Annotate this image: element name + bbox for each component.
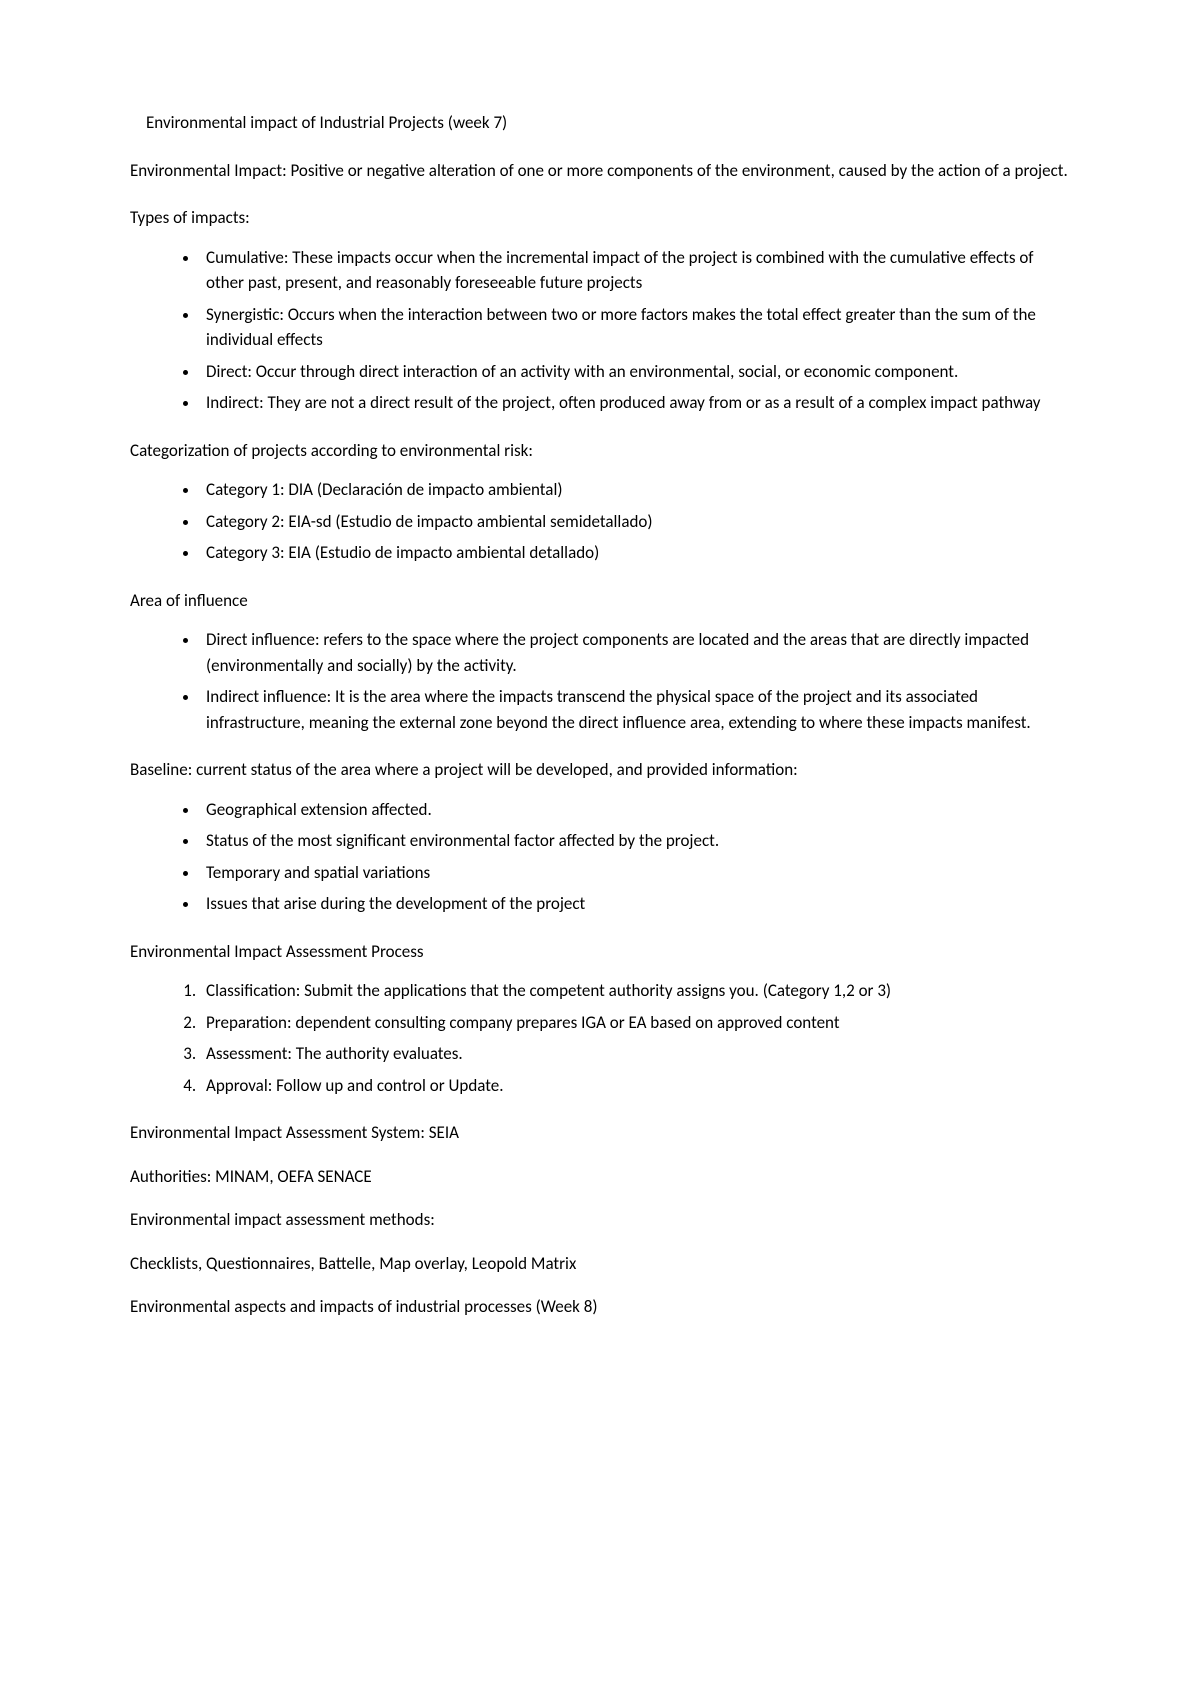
methods-line: Checklists, Questionnaires, Battelle, Ma…	[130, 1251, 1070, 1277]
list-item: Cumulative: These impacts occur when the…	[200, 245, 1070, 296]
authorities-line: Authorities: MINAM, OEFA SENACE	[130, 1164, 1070, 1190]
list-item: Approval: Follow up and control or Updat…	[200, 1073, 1070, 1099]
categorization-heading: Categorization of projects according to …	[130, 438, 1070, 464]
list-item: Indirect: They are not a direct result o…	[200, 390, 1070, 416]
types-heading: Types of impacts:	[130, 205, 1070, 231]
process-heading: Environmental Impact Assessment Process	[130, 939, 1070, 965]
area-heading: Area of influence	[130, 588, 1070, 614]
week8-heading: Environmental aspects and impacts of ind…	[130, 1294, 1070, 1320]
list-item: Category 1: DIA (Declaración de impacto …	[200, 477, 1070, 503]
list-item: Direct influence: refers to the space wh…	[200, 627, 1070, 678]
list-item: Synergistic: Occurs when the interaction…	[200, 302, 1070, 353]
list-item: Status of the most significant environme…	[200, 828, 1070, 854]
list-item: Temporary and spatial variations	[200, 860, 1070, 886]
list-item: Category 2: EIA-sd (Estudio de impacto a…	[200, 509, 1070, 535]
categorization-list: Category 1: DIA (Declaración de impacto …	[190, 477, 1070, 566]
types-list: Cumulative: These impacts occur when the…	[190, 245, 1070, 416]
intro-paragraph: Environmental Impact: Positive or negati…	[130, 158, 1070, 184]
list-item: Geographical extension affected.	[200, 797, 1070, 823]
methods-heading: Environmental impact assessment methods:	[130, 1207, 1070, 1233]
list-item: Category 3: EIA (Estudio de impacto ambi…	[200, 540, 1070, 566]
area-list: Direct influence: refers to the space wh…	[190, 627, 1070, 735]
list-item: Assessment: The authority evaluates.	[200, 1041, 1070, 1067]
seia-line: Environmental Impact Assessment System: …	[130, 1120, 1070, 1146]
list-item: Direct: Occur through direct interaction…	[200, 359, 1070, 385]
list-item: Issues that arise during the development…	[200, 891, 1070, 917]
list-item: Preparation: dependent consulting compan…	[200, 1010, 1070, 1036]
baseline-heading: Baseline: current status of the area whe…	[130, 757, 1070, 783]
process-list: Classification: Submit the applications …	[190, 978, 1070, 1098]
list-item: Indirect influence: It is the area where…	[200, 684, 1070, 735]
list-item: Classification: Submit the applications …	[200, 978, 1070, 1004]
baseline-list: Geographical extension affected. Status …	[190, 797, 1070, 917]
document-title: Environmental impact of Industrial Proje…	[146, 110, 1070, 136]
